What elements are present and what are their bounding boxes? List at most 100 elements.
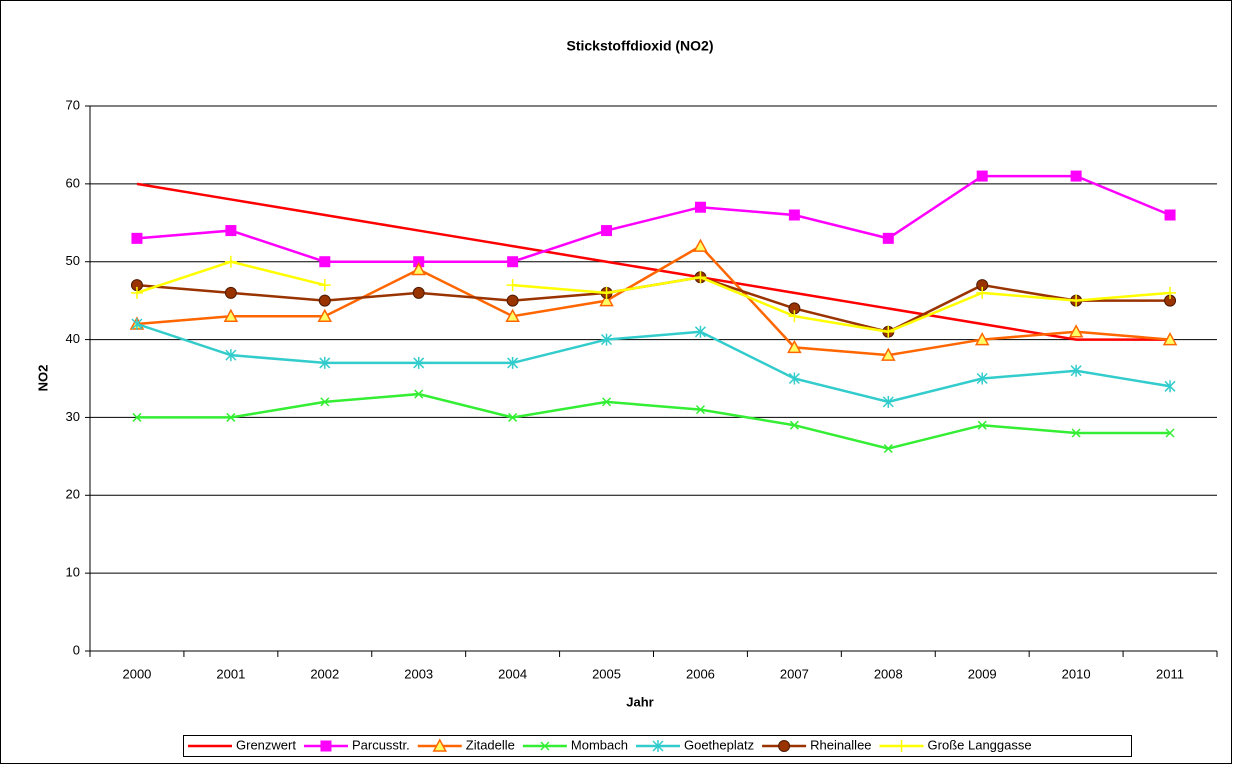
marker <box>1164 380 1176 393</box>
marker <box>600 286 613 299</box>
marker <box>506 279 519 292</box>
marker <box>1068 324 1084 338</box>
x-tick-label: 2005 <box>592 666 621 681</box>
y-tick-label: 0 <box>73 642 80 657</box>
marker <box>508 412 518 422</box>
marker <box>131 232 143 244</box>
marker <box>319 256 331 268</box>
marker <box>318 279 331 292</box>
marker <box>319 356 331 369</box>
marker <box>320 397 330 407</box>
marker <box>130 286 143 299</box>
marker <box>599 293 614 307</box>
marker <box>320 740 332 752</box>
marker <box>1070 294 1083 307</box>
legend-label: Rheinallee <box>810 737 871 752</box>
marker <box>788 372 800 385</box>
x-tick-label: 2010 <box>1062 666 1091 681</box>
marker <box>694 325 706 338</box>
series-line <box>136 182 1171 341</box>
y-tick-label: 10 <box>66 565 80 580</box>
y-tick-label: 70 <box>66 97 80 112</box>
marker <box>601 333 613 346</box>
marker <box>881 347 896 361</box>
marker <box>414 389 424 399</box>
marker <box>882 395 894 408</box>
series-line <box>136 244 1171 357</box>
series-line <box>136 322 1171 404</box>
marker <box>976 286 989 299</box>
marker <box>788 209 800 221</box>
marker <box>778 740 791 752</box>
x-axis-label: Jahr <box>626 694 653 709</box>
legend-label: Parcusstr. <box>352 737 410 752</box>
marker <box>223 308 239 322</box>
y-axis-label: NO2 <box>35 365 50 392</box>
x-tick-label: 2011 <box>1156 666 1184 681</box>
marker <box>505 308 520 322</box>
marker <box>507 256 519 268</box>
marker <box>895 740 908 752</box>
marker <box>977 420 987 430</box>
x-tick-label: 2007 <box>780 666 809 681</box>
marker <box>883 444 893 454</box>
series-line <box>136 392 1171 450</box>
marker <box>976 372 988 385</box>
marker <box>432 738 448 752</box>
marker <box>882 232 894 244</box>
x-tick-label: 2004 <box>498 666 527 681</box>
y-tick-label: 50 <box>66 253 80 268</box>
x-tick-label: 2002 <box>310 666 339 681</box>
marker <box>1164 286 1177 299</box>
marker <box>789 420 799 430</box>
marker <box>1070 170 1082 182</box>
marker <box>652 740 664 752</box>
x-tick-label: 2003 <box>404 666 433 681</box>
marker <box>1070 364 1082 377</box>
marker <box>1071 428 1081 438</box>
series-line <box>136 174 1171 263</box>
marker <box>788 310 801 323</box>
marker <box>224 286 237 299</box>
marker <box>1165 428 1175 438</box>
legend-label: Große Langgasse <box>928 737 1032 752</box>
marker <box>882 325 895 338</box>
y-tick-label: 20 <box>66 487 80 502</box>
x-tick-label: 2001 <box>216 666 245 681</box>
marker <box>602 397 612 407</box>
marker <box>507 356 519 369</box>
y-tick-label: 60 <box>66 175 80 190</box>
legend-label: Zitadelle <box>466 737 515 752</box>
marker <box>787 339 802 354</box>
marker <box>411 261 426 276</box>
marker <box>225 225 237 237</box>
x-tick-label: 2009 <box>968 666 997 681</box>
chart-title: Stickstoffdioxid (NO2) <box>566 38 713 54</box>
marker <box>974 332 990 346</box>
x-tick-label: 2006 <box>686 666 715 681</box>
marker <box>318 294 331 307</box>
x-tick-label: 2000 <box>122 666 151 681</box>
marker <box>695 405 705 415</box>
marker <box>131 318 143 330</box>
marker <box>1162 332 1178 346</box>
legend-label: Grenzwert <box>236 737 296 752</box>
marker <box>506 294 519 307</box>
marker <box>694 271 707 284</box>
legend-label: Goetheplatz <box>684 737 754 752</box>
marker <box>540 741 550 751</box>
marker <box>317 308 333 322</box>
x-tick-label: 2008 <box>874 666 903 681</box>
marker <box>412 286 425 299</box>
marker <box>601 225 613 237</box>
marker <box>224 255 237 268</box>
legend-label: Mombach <box>571 737 628 752</box>
marker <box>225 349 237 362</box>
marker <box>1164 209 1176 221</box>
marker <box>694 201 706 213</box>
y-tick-label: 30 <box>66 409 80 424</box>
marker <box>976 170 988 182</box>
marker <box>693 238 708 252</box>
